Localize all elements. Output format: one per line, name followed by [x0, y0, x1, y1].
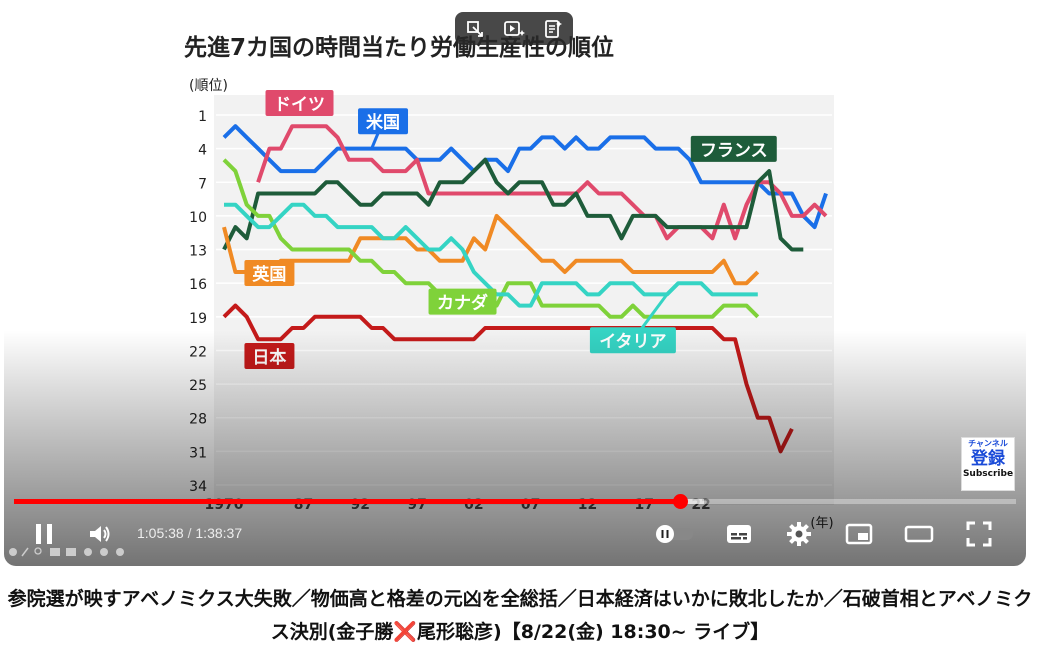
- series-label: 米国: [366, 112, 400, 133]
- control-bar: 1:05:38 / 1:38:37: [4, 512, 1026, 556]
- subscribe-badge-main: 登録: [971, 449, 1005, 469]
- video-player[interactable]: 先進7カ国の時間当たり労働生産性の順位 (順位) 1 4 7 10 13 16 19 22 25…: [4, 0, 1026, 566]
- y-tick-label: 28: [189, 412, 207, 428]
- y-tick-label: 4: [198, 143, 207, 159]
- y-tick-label: 10: [189, 210, 207, 226]
- volume-icon: [90, 526, 110, 542]
- y-tick-label: 16: [189, 277, 207, 293]
- autoplay-toggle[interactable]: [652, 521, 696, 547]
- series-label: イタリア: [599, 332, 666, 352]
- settings-button[interactable]: [782, 519, 816, 549]
- series-label-box: [690, 135, 777, 162]
- time-display: 1:05:38 / 1:38:37: [137, 525, 242, 541]
- fullscreen-button[interactable]: [962, 519, 996, 549]
- autoplay-toggle-icon: [655, 525, 693, 543]
- series-label-box: [265, 90, 334, 116]
- play-sparkle-icon[interactable]: [500, 15, 528, 43]
- series-line-フランス: [222, 157, 804, 252]
- time-separator: /: [187, 525, 192, 541]
- y-tick-label: 1: [198, 109, 207, 125]
- y-tick-label: 34: [189, 479, 207, 495]
- y-tick-label: 13: [189, 244, 207, 260]
- series-line-英国: [222, 213, 760, 286]
- time-current: 1:05:38: [137, 525, 184, 541]
- subtitles-icon: [727, 525, 751, 543]
- ai-toolbar-icons: [8, 546, 128, 561]
- series-label-box: [244, 259, 295, 286]
- subscribe-watermark[interactable]: チャンネル 登録 Subscribe: [961, 437, 1015, 491]
- volume-button[interactable]: [84, 519, 116, 549]
- theater-icon: [904, 525, 934, 543]
- y-tick-label: 25: [189, 378, 207, 394]
- series-label: 日本: [252, 347, 286, 368]
- y-tick-label: 22: [189, 344, 207, 360]
- series-line-日本: [222, 303, 794, 454]
- chart: 先進7カ国の時間当たり労働生産性の順位 (順位) 147101316192225…: [184, 34, 834, 531]
- progress-bar[interactable]: [14, 494, 1016, 509]
- gear-icon: [787, 522, 811, 546]
- pause-icon: [36, 524, 52, 544]
- video-title[interactable]: 参院選が映すアベノミクス大失敗／物価高と格差の元凶を全総括／日本経済はいかに敗北…: [7, 588, 1033, 643]
- series-label-box: [428, 288, 497, 315]
- notes-sparkle-icon[interactable]: [539, 15, 567, 43]
- crop-icon[interactable]: [461, 15, 489, 43]
- theater-mode-button[interactable]: [902, 519, 936, 549]
- y-tick-label: 31: [189, 445, 207, 461]
- progress-played: [14, 499, 681, 504]
- series-label: カナダ: [437, 293, 488, 314]
- pause-button[interactable]: [28, 519, 60, 549]
- y-tick-labels: 1 4 7 10 13 16 19 22 25 28 31 34: [189, 109, 207, 495]
- y-axis-label: (順位): [189, 78, 228, 94]
- series-label: フランス: [700, 141, 768, 161]
- miniplayer-button[interactable]: [842, 519, 876, 549]
- series-line-米国: [222, 124, 828, 230]
- miniplayer-icon: [845, 523, 873, 545]
- y-tick-label: 7: [198, 176, 207, 192]
- y-tick-label: 19: [189, 311, 207, 327]
- progress-scrubber[interactable]: [673, 494, 689, 509]
- series-label: ドイツ: [274, 95, 325, 115]
- subtitles-button[interactable]: [722, 519, 756, 549]
- fullscreen-icon: [966, 521, 992, 547]
- subscribe-badge-top: チャンネル: [968, 439, 1008, 448]
- overlay-pill: [455, 12, 573, 45]
- subscribe-badge-bottom: Subscribe: [962, 469, 1014, 479]
- series-label: 英国: [252, 264, 286, 285]
- series-label-box: [358, 108, 409, 135]
- time-total: 1:38:37: [195, 525, 243, 541]
